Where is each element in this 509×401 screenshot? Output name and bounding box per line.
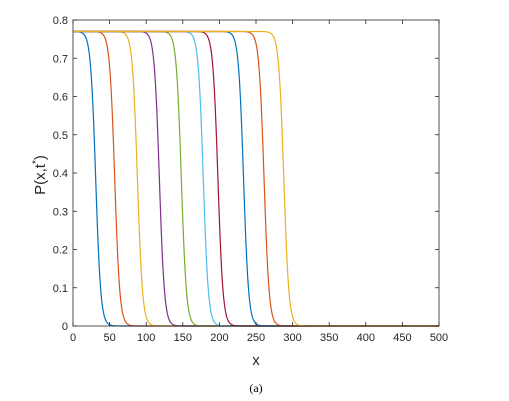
x-tick-label-150: 150 — [174, 332, 192, 344]
y-axis-label-suffix: ) — [32, 155, 49, 160]
x-tick-label-450: 450 — [393, 332, 411, 344]
series-line-5 — [73, 30, 439, 327]
y-tick-label-0.6: 0.6 — [53, 92, 68, 104]
axes-box — [72, 19, 440, 327]
y-axis-label-superscript: * — [31, 160, 42, 164]
y-axis-label: P(x,t*) — [31, 155, 49, 195]
axes: 0 50 100 150 200 250 300 350 400 450 500 0 0.1 0.2 0.3… — [53, 15, 448, 344]
x-tick-label-200: 200 — [210, 332, 228, 344]
x-tick-label-400: 400 — [357, 332, 375, 344]
series-line-8 — [73, 30, 439, 327]
x-tick-label-300: 300 — [283, 332, 301, 344]
y-tick-label-0.4: 0.4 — [53, 168, 68, 180]
y-tick-label-0.1: 0.1 — [53, 283, 68, 295]
series-line-2 — [73, 30, 439, 327]
x-tick-label-0: 0 — [70, 332, 76, 344]
series-line-9 — [73, 30, 439, 327]
series-line-7 — [73, 30, 439, 327]
x-tick-label-50: 50 — [103, 332, 115, 344]
y-axis-label-main: P(x,t — [32, 163, 49, 195]
x-tick-label-500: 500 — [430, 332, 448, 344]
series-line-10 — [73, 30, 439, 327]
figure-caption: (a) — [249, 381, 262, 395]
y-tick-label-0.7: 0.7 — [53, 53, 68, 65]
y-tick-label-0.2: 0.2 — [53, 245, 68, 257]
x-axis-label: x — [252, 352, 260, 369]
y-tick-label-0.5: 0.5 — [53, 130, 68, 142]
series-line-1 — [73, 30, 439, 327]
series-line-4 — [73, 30, 439, 327]
x-tick-label-100: 100 — [137, 332, 155, 344]
plot-area — [73, 30, 439, 327]
series-line-3 — [73, 30, 439, 327]
x-tick-label-350: 350 — [320, 332, 338, 344]
y-tick-label-0.8: 0.8 — [53, 15, 68, 27]
x-tick-label-250: 250 — [247, 332, 265, 344]
y-tick-label-0.3: 0.3 — [53, 206, 68, 218]
y-tick-label-0: 0 — [62, 321, 68, 333]
series-line-6 — [73, 30, 439, 327]
